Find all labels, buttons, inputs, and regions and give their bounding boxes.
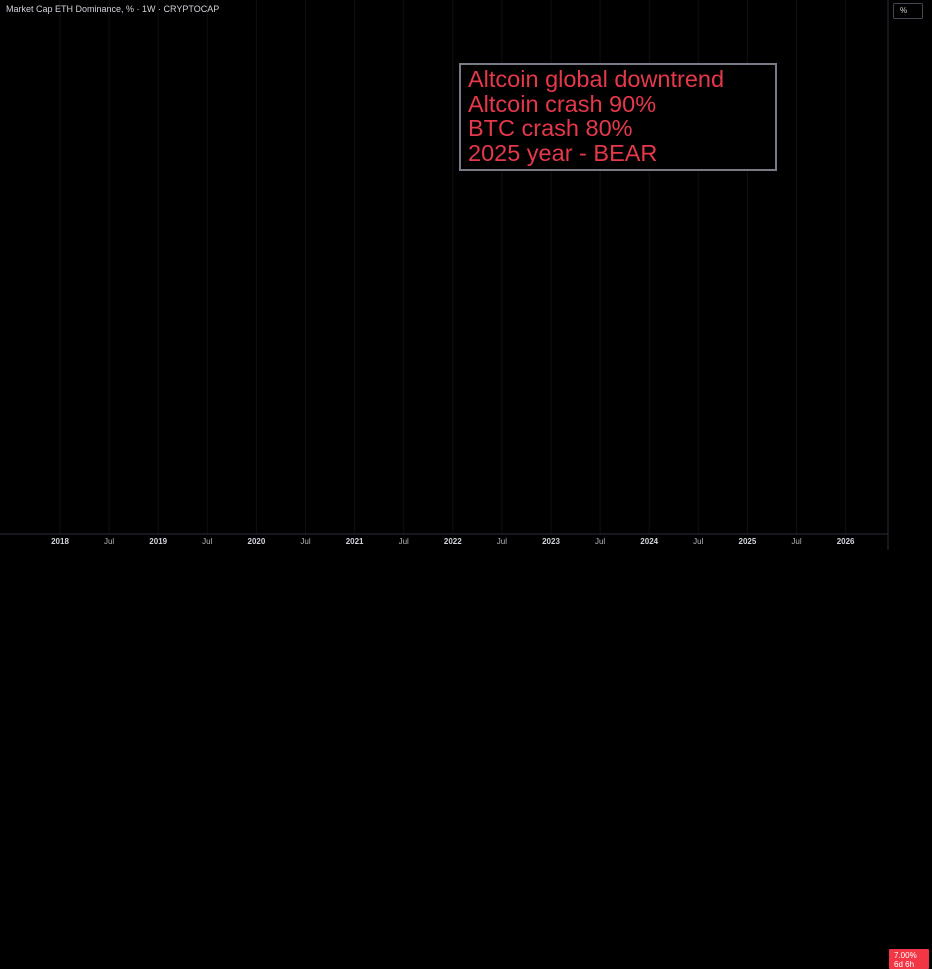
time-tick-label: 2022: [444, 537, 462, 546]
time-tick-label: 2023: [542, 537, 560, 546]
annotation-box[interactable]: Altcoin global downtrend Altcoin crash 9…: [459, 63, 777, 171]
time-tick-label: Jul: [202, 537, 212, 546]
time-tick-label: 2018: [51, 537, 69, 546]
time-tick-label: 2024: [640, 537, 658, 546]
time-tick-label: Jul: [791, 537, 801, 546]
time-tick-label: 2026: [837, 537, 855, 546]
time-tick-label: Jul: [497, 537, 507, 546]
time-tick-label: 2021: [346, 537, 364, 546]
last-price-value: 7.00%: [894, 950, 917, 960]
percent-scale-button[interactable]: %: [893, 3, 923, 19]
time-tick-label: Jul: [595, 537, 605, 546]
time-tick-label: 2025: [739, 537, 757, 546]
annotation-line-4: 2025 year - BEAR: [468, 139, 658, 166]
time-tick-label: Jul: [104, 537, 114, 546]
last-price-badge: 7.00% 6d 6h: [889, 948, 929, 969]
annotation-line-2: Altcoin crash 90%: [468, 90, 657, 117]
annotation-line-3: BTC crash 80%: [468, 115, 633, 141]
time-tick-label: 2019: [149, 537, 167, 546]
bar-countdown: 6d 6h: [894, 959, 915, 969]
chart-title: Market Cap ETH Dominance, % · 1W · CRYPT…: [6, 4, 220, 14]
time-tick-label: Jul: [300, 537, 310, 546]
time-tick-label: Jul: [693, 537, 703, 546]
time-tick-label: 2020: [248, 537, 266, 546]
annotation-line-1: Altcoin global downtrend: [468, 66, 725, 92]
time-tick-label: Jul: [399, 537, 409, 546]
time-axis[interactable]: 2018 Jul 2019 Jul 2020 Jul 2021 Jul 2022 Jul 2023 J…: [0, 533, 888, 546]
